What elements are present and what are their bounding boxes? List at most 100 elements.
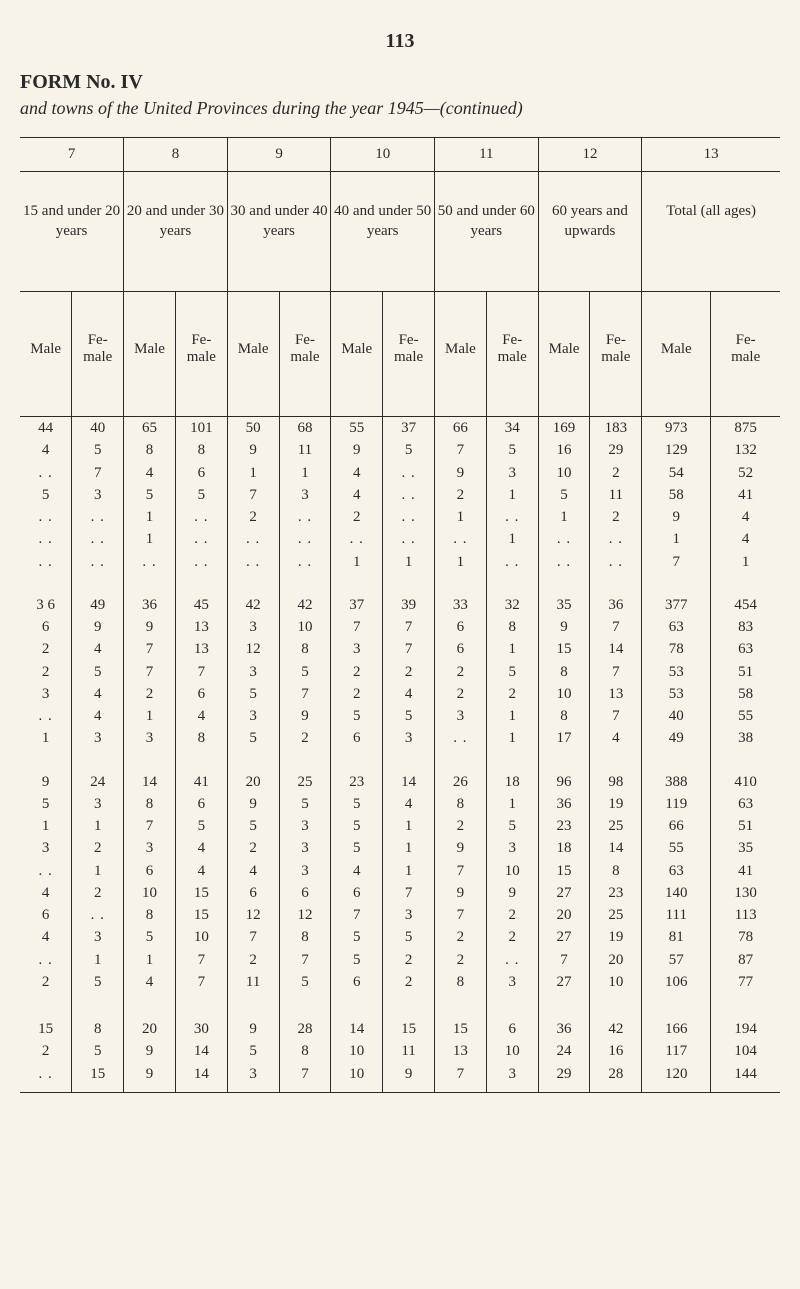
cell: 8 xyxy=(124,439,176,461)
cell: 63 xyxy=(642,616,711,638)
cell: 6 xyxy=(20,904,72,926)
cell: 83 xyxy=(711,616,780,638)
cell: 5 xyxy=(279,661,331,683)
table-row: . .414395531874055 xyxy=(20,705,780,727)
cell: 4 xyxy=(124,971,176,993)
data-table: 7 8 9 10 11 12 13 15 and under 20 years … xyxy=(20,137,780,1093)
cell: 12 xyxy=(227,638,279,660)
cell: 42 xyxy=(590,993,642,1040)
cell: 8 xyxy=(435,793,487,815)
cell: 10 xyxy=(590,971,642,993)
table-row: 4351078552227198178 xyxy=(20,926,780,948)
cell: 11 xyxy=(227,971,279,993)
cell: 1 xyxy=(486,484,538,506)
cell: 55 xyxy=(642,837,711,859)
cell: 5 xyxy=(538,484,590,506)
age-header: 15 and under 20 years xyxy=(20,172,124,292)
cell: 2 xyxy=(435,661,487,683)
cell: 3 xyxy=(383,727,435,749)
cell: 1 xyxy=(383,551,435,573)
table-row: 323423519318145535 xyxy=(20,837,780,859)
cell: 68 xyxy=(279,417,331,440)
cell: 5 xyxy=(227,1040,279,1062)
cell: 37 xyxy=(383,417,435,440)
cell: 1 xyxy=(435,506,487,528)
cell: 5 xyxy=(486,661,538,683)
cell: 10 xyxy=(486,1040,538,1062)
cell: 1 xyxy=(72,949,124,971)
cell: 4 xyxy=(227,860,279,882)
cell: 63 xyxy=(711,638,780,660)
cell: 4 xyxy=(20,439,72,461)
cell: 23 xyxy=(590,882,642,904)
cell: 1 xyxy=(331,551,383,573)
cell: 65 xyxy=(124,417,176,440)
cell: 12 xyxy=(227,904,279,926)
cell: . . xyxy=(279,551,331,573)
cell: 1 xyxy=(435,551,487,573)
cell: 5 xyxy=(331,949,383,971)
table-row: . .. .. .. .. .. .111. .. .. .71 xyxy=(20,551,780,573)
cell: 7 xyxy=(124,815,176,837)
cell: 6 xyxy=(279,882,331,904)
cell: 5 xyxy=(227,727,279,749)
cell: 5 xyxy=(383,926,435,948)
cell: 7 xyxy=(124,661,176,683)
cell: 3 xyxy=(383,904,435,926)
cell: 4 xyxy=(175,860,227,882)
cell: 1 xyxy=(72,815,124,837)
cell: 4 xyxy=(20,926,72,948)
cell: 12 xyxy=(279,904,331,926)
cell: 10 xyxy=(486,860,538,882)
cell: 7 xyxy=(279,949,331,971)
cell: 2 xyxy=(124,683,176,705)
cell: 2 xyxy=(227,506,279,528)
table-row: . .16443417101586341 xyxy=(20,860,780,882)
cell: 8 xyxy=(486,616,538,638)
cell: 194 xyxy=(711,993,780,1040)
cell: 41 xyxy=(711,484,780,506)
cell: 7 xyxy=(435,860,487,882)
cell: 2 xyxy=(20,661,72,683)
female-header: Fe-male xyxy=(175,292,227,417)
cell: 63 xyxy=(711,793,780,815)
cell: 8 xyxy=(175,439,227,461)
male-header: Male xyxy=(435,292,487,417)
cell: 2 xyxy=(435,949,487,971)
cell: 51 xyxy=(711,815,780,837)
cell: 1 xyxy=(124,705,176,727)
cell: 3 xyxy=(331,638,383,660)
cell: 36 xyxy=(538,793,590,815)
male-header: Male xyxy=(642,292,711,417)
cell: 3 xyxy=(486,837,538,859)
table-row: 158203092814151563642166194 xyxy=(20,993,780,1040)
cell: 5 xyxy=(72,439,124,461)
cell: 15 xyxy=(175,882,227,904)
cell: 6 xyxy=(486,993,538,1040)
cell: 6 xyxy=(435,616,487,638)
cell: 5 xyxy=(175,815,227,837)
cell: 4 xyxy=(711,528,780,550)
cell: 8 xyxy=(435,971,487,993)
cell: 55 xyxy=(711,705,780,727)
cell: 8 xyxy=(279,638,331,660)
cell: 2 xyxy=(590,506,642,528)
cell: 87 xyxy=(711,949,780,971)
cell: 15 xyxy=(175,904,227,926)
cell: 5 xyxy=(383,705,435,727)
cell: 3 xyxy=(72,484,124,506)
cell: 2 xyxy=(279,727,331,749)
cell: 2 xyxy=(331,683,383,705)
cell: 130 xyxy=(711,882,780,904)
cell: 7 xyxy=(383,638,435,660)
cell: 144 xyxy=(711,1063,780,1093)
cell: 26 xyxy=(435,750,487,793)
cell: . . xyxy=(383,462,435,484)
cell: 6 xyxy=(227,882,279,904)
cell: 13 xyxy=(175,616,227,638)
cell: 1 xyxy=(20,815,72,837)
cell: 13 xyxy=(175,638,227,660)
cell: 2 xyxy=(486,926,538,948)
cell: 9 xyxy=(331,439,383,461)
cell: 20 xyxy=(227,750,279,793)
